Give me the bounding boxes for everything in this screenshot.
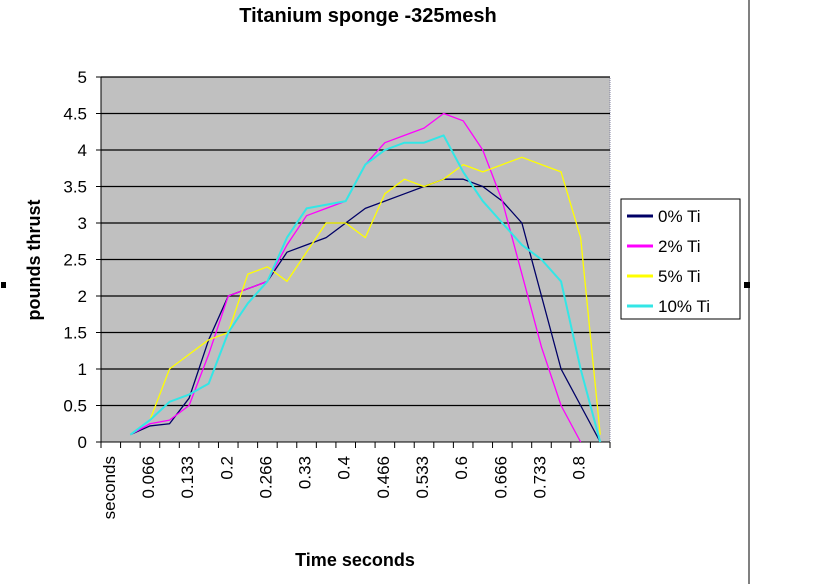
y-tick-label: 3.5 <box>63 178 87 197</box>
x-tick-label: 0.666 <box>491 456 510 499</box>
legend-label: 10% Ti <box>658 297 710 316</box>
x-axis: seconds 0.066 0.133 0.2 0.266 0.33 0.4 0.466 0.5… <box>100 441 611 519</box>
legend-label: 5% Ti <box>658 267 701 286</box>
right-selection-handle[interactable] <box>744 282 750 288</box>
x-tick-label: 0.133 <box>178 456 197 499</box>
x-tick-label: 0.266 <box>256 456 275 499</box>
y-tick-label: 2.5 <box>63 251 87 270</box>
x-tick-label: 0.6 <box>452 456 471 480</box>
x-tick-label: 0.733 <box>530 456 549 499</box>
y-tick-label: 2 <box>78 287 87 306</box>
x-tick-label: 0.33 <box>296 456 315 489</box>
legend: 0% Ti 2% Ti 5% Ti 10% Ti <box>620 198 741 320</box>
x-tick-label: 0.533 <box>413 456 432 499</box>
chart-title: Titanium sponge -325mesh <box>239 5 496 27</box>
series-lines <box>129 112 602 443</box>
x-tick-label: seconds <box>100 456 119 519</box>
x-tick-label: 0.4 <box>335 456 354 480</box>
y-tick-label: 4.5 <box>63 105 87 124</box>
legend-label: 0% Ti <box>658 207 701 226</box>
y-axis-title: pounds thrust <box>24 200 44 321</box>
y-tick-label: 0.5 <box>63 397 87 416</box>
y-tick-label: 3 <box>78 214 87 233</box>
x-axis-title: Time seconds <box>295 550 415 570</box>
x-tick-label: 0.2 <box>217 456 236 480</box>
x-tick-label: 0.066 <box>139 456 158 499</box>
x-tick-label: 0.466 <box>374 456 393 499</box>
legend-box <box>620 198 741 320</box>
y-tick-label: 1 <box>78 360 87 379</box>
y-axis: 0 0.5 1 1.5 2 2.5 3 3.5 4 4.5 5 <box>63 68 102 452</box>
y-tick-label: 1.5 <box>63 324 87 343</box>
y-tick-label: 0 <box>78 433 87 452</box>
gridlines <box>101 76 610 407</box>
left-selection-handle[interactable] <box>1 282 6 288</box>
x-tick-label: 0.8 <box>570 456 589 480</box>
legend-label: 2% Ti <box>658 237 701 256</box>
y-tick-label: 5 <box>78 68 87 87</box>
y-tick-label: 4 <box>78 141 87 160</box>
